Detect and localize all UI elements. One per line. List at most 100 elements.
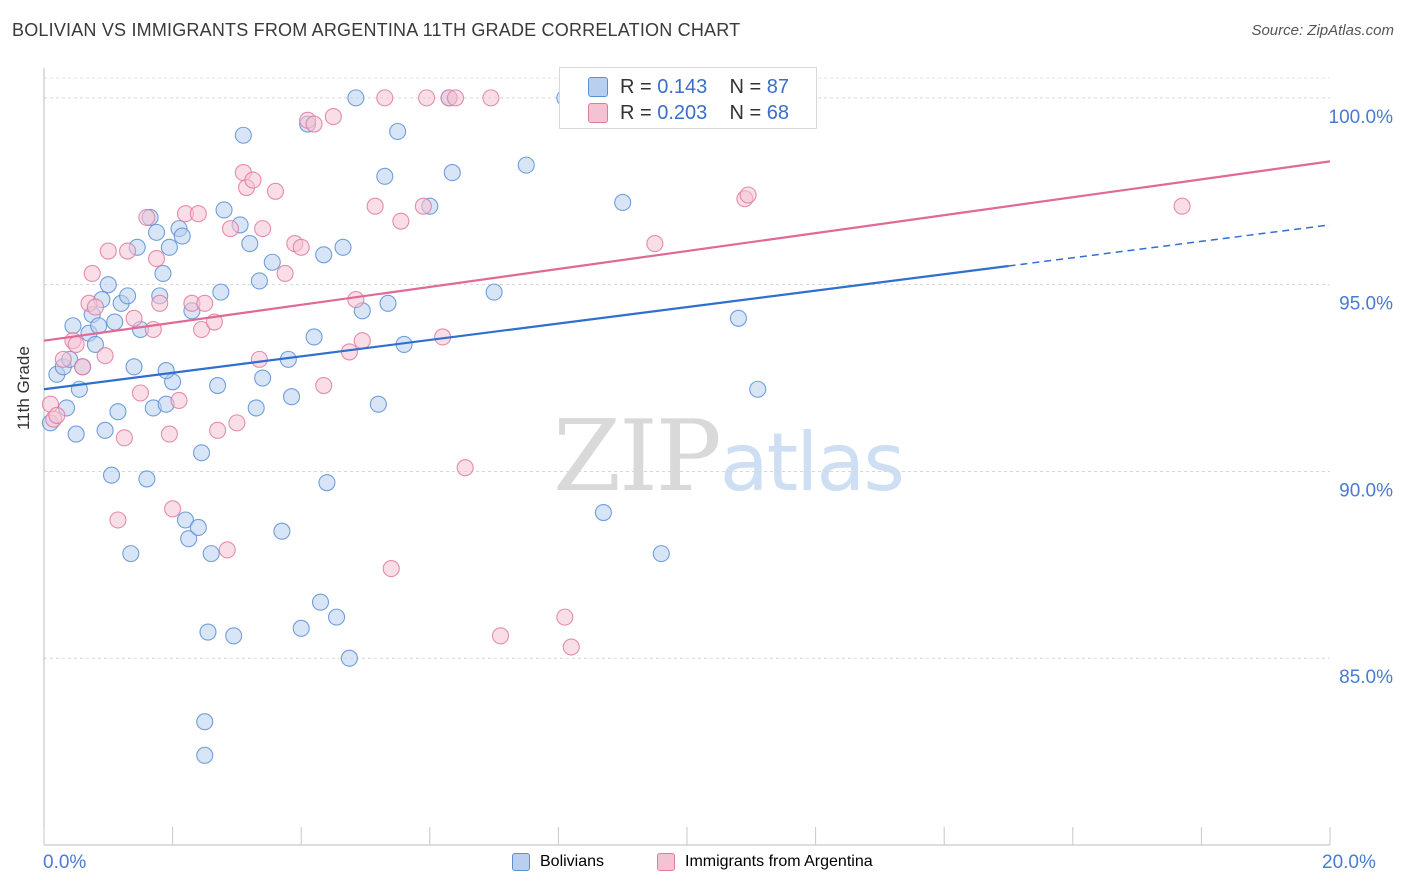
argentina-point <box>324 108 342 126</box>
legend-r-value: 0.203 <box>657 102 708 124</box>
argentina-trendline <box>43 160 1331 342</box>
argentina-point <box>347 291 365 309</box>
argentina-point <box>266 182 285 200</box>
bolivian-trendline-extension <box>1008 224 1331 267</box>
bolivian-point <box>202 545 220 563</box>
argentina-point <box>151 294 169 312</box>
watermark: ZIPatlas <box>553 400 905 514</box>
bolivian-point <box>192 444 211 462</box>
bottom-legend-swatch-blue <box>512 853 530 871</box>
bolivian-point <box>485 283 503 301</box>
argentina-point <box>189 205 207 223</box>
bolivian-point <box>729 309 747 327</box>
argentina-point <box>221 220 240 238</box>
legend-row-argentina: R = 0.203 N = 68 <box>620 102 789 125</box>
argentina-point <box>382 560 400 578</box>
bolivian-point <box>376 167 394 185</box>
chart-title: BOLIVIAN VS IMMIGRANTS FROM ARGENTINA 11… <box>12 20 741 40</box>
bolivian-point <box>263 253 281 271</box>
watermark-zip: ZIP <box>553 400 722 514</box>
argentina-point <box>315 376 333 395</box>
legend-n-value: 87 <box>766 76 790 98</box>
legend-r-value: 0.143 <box>657 76 708 98</box>
argentina-point <box>392 212 410 230</box>
argentina-point <box>67 335 85 353</box>
argentina-point <box>209 421 227 439</box>
argentina-point <box>83 264 101 283</box>
bottom-legend-label: Immigrants from Argentina <box>685 853 873 870</box>
argentina-point <box>218 541 236 559</box>
bolivian-point <box>64 317 82 335</box>
bolivian-point <box>154 264 172 283</box>
bolivian-point <box>225 627 243 645</box>
bolivian-point <box>106 313 124 331</box>
legend-n-label: N = <box>729 76 767 98</box>
argentina-point <box>482 89 500 107</box>
bolivian-point <box>157 362 175 380</box>
argentina-point <box>96 347 114 365</box>
bolivian-point <box>212 283 230 301</box>
argentina-point <box>250 350 268 368</box>
bolivian-point <box>315 246 333 264</box>
argentina-point <box>119 242 137 260</box>
argentina-point <box>456 459 474 477</box>
legend-n-label: N = <box>729 102 767 124</box>
bottom-legend-argentina: Immigrants from Argentina <box>657 853 873 871</box>
argentina-point <box>418 89 436 107</box>
argentina-point <box>244 171 262 189</box>
bolivian-point <box>250 272 268 290</box>
bolivian-point <box>347 89 365 107</box>
bolivian-point <box>96 421 114 439</box>
legend-r-label: R = <box>620 102 658 124</box>
bolivian-point <box>749 380 767 398</box>
bolivian-point <box>199 623 217 641</box>
bolivian-point <box>241 235 259 253</box>
bolivian-point <box>180 530 198 548</box>
y-tick-label: 100.0% <box>1329 107 1394 128</box>
bottom-legend-bolivians: Bolivians <box>512 853 604 871</box>
argentina-point <box>109 511 127 529</box>
bolivian-point <box>443 164 461 182</box>
legend-swatch-bolivians <box>588 77 608 97</box>
bolivian-point <box>138 470 156 488</box>
bolivian-point <box>334 238 352 256</box>
argentina-point <box>228 414 246 432</box>
argentina-point <box>276 264 294 283</box>
bottom-legend-swatch-pink <box>657 853 675 871</box>
bolivian-point <box>328 608 346 626</box>
legend-row-bolivians: R = 0.143 N = 87 <box>620 76 789 99</box>
argentina-point <box>1173 197 1191 215</box>
stats-legend: R = 0.143 N = 87 R = 0.203 N = 68 <box>559 67 817 129</box>
argentina-point <box>54 350 72 368</box>
argentina-point <box>376 89 394 107</box>
legend-r-label: R = <box>620 76 658 98</box>
bolivian-point <box>292 619 310 637</box>
argentina-point <box>164 500 182 518</box>
bolivian-point <box>122 545 140 563</box>
argentina-point <box>160 425 178 443</box>
argentina-point <box>196 294 214 312</box>
argentina-point <box>292 238 310 256</box>
argentina-point <box>446 89 465 107</box>
bolivian-point <box>119 287 137 305</box>
bolivian-point <box>594 503 612 522</box>
bolivian-point <box>125 358 143 376</box>
watermark-atlas: atlas <box>719 416 905 509</box>
argentina-point <box>366 197 384 215</box>
argentina-point <box>192 320 211 339</box>
y-tick-label: 90.0% <box>1339 480 1393 501</box>
argentina-point <box>491 627 510 645</box>
bolivian-trendline <box>43 264 1009 391</box>
argentina-point <box>115 429 133 447</box>
argentina-point <box>99 242 117 260</box>
argentina-point <box>48 406 66 424</box>
argentina-point <box>125 309 143 327</box>
argentina-point <box>556 608 574 626</box>
bolivian-point <box>99 276 117 294</box>
legend-n-value: 68 <box>766 102 790 124</box>
bolivian-point <box>311 593 330 611</box>
bolivian-point <box>102 466 121 484</box>
bolivian-point <box>389 122 407 141</box>
argentina-point <box>739 186 757 204</box>
bolivian-point <box>340 649 358 667</box>
